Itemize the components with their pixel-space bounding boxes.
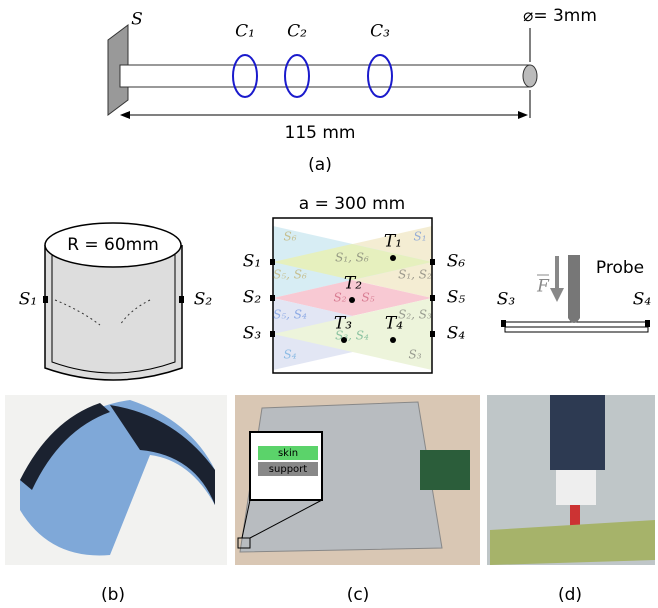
force-arrow-head	[550, 288, 564, 302]
caption: (d)	[558, 585, 582, 605]
taxel-dot	[390, 337, 396, 343]
sensor	[645, 320, 650, 327]
region-label: S₁	[413, 230, 426, 244]
region-label: S₁, S₂	[398, 268, 432, 282]
robot-photo	[550, 395, 605, 470]
sensor	[270, 259, 275, 265]
coil-label: C₃	[370, 22, 390, 42]
plate	[505, 327, 648, 332]
sensor	[270, 331, 275, 337]
rod	[120, 65, 530, 87]
taxel-dot	[349, 297, 355, 303]
probe	[568, 255, 580, 323]
region-label: S₅	[361, 291, 374, 305]
taxel-dot	[341, 337, 347, 343]
inset-label: skin	[278, 448, 298, 459]
taxel-dot	[390, 255, 396, 261]
figure: S C₁ C₂ C₃ ⌀= 3mm 115 mm (a) R = 60mm S₁…	[0, 0, 658, 608]
sensor	[43, 296, 48, 303]
plate	[505, 322, 648, 327]
rod-end	[523, 65, 537, 87]
taxel-label: T₄	[385, 314, 403, 334]
region-label: S₂, S₃	[398, 308, 432, 322]
caption: (c)	[347, 585, 370, 605]
sensor-label: S₁	[19, 290, 37, 310]
caption: (a)	[308, 155, 332, 175]
arrow-head	[518, 111, 528, 119]
sensor-label: S₂	[243, 288, 262, 308]
region-label: S₁, S₆	[335, 251, 369, 265]
caption: (b)	[101, 585, 125, 605]
sensor-label: S₃	[497, 290, 516, 310]
region-label: S₄	[283, 348, 296, 362]
sensor	[270, 295, 275, 301]
electronics-photo	[420, 450, 470, 490]
taxel-label: T₃	[334, 314, 352, 334]
sensor-label: S₄	[633, 290, 652, 310]
sensor	[501, 320, 506, 327]
region-label: S₆	[283, 230, 296, 244]
region-label: S₅, S₆	[273, 268, 307, 282]
width-label: a = 300 mm	[299, 194, 405, 214]
length-label: 115 mm	[285, 123, 356, 143]
sensor	[179, 296, 184, 303]
sensor-label: S₃	[243, 324, 262, 344]
sensor-label: S₆	[447, 252, 466, 272]
inset-label: support	[269, 464, 307, 475]
tool-photo	[556, 470, 596, 505]
probe-label: Probe	[596, 258, 644, 278]
radius-label: R = 60mm	[67, 235, 159, 255]
taxel-label: T₁	[384, 232, 402, 252]
diameter-label: ⌀= 3mm	[523, 6, 597, 26]
sensor	[430, 295, 435, 301]
region-label: S₅, S₄	[273, 308, 307, 322]
sensor	[430, 259, 435, 265]
force-label: F	[536, 277, 550, 297]
sensor	[430, 331, 435, 337]
sensor-label: S₅	[447, 288, 466, 308]
sensor-label: S₄	[447, 324, 466, 344]
coil-label: C₁	[235, 22, 255, 42]
arrow-head	[120, 111, 130, 119]
source-label: S	[131, 10, 143, 30]
region-label: S₃	[408, 348, 421, 362]
coil-label: C₂	[287, 22, 307, 42]
taxel-label: T₂	[344, 274, 362, 294]
sensor-label: S₁	[243, 252, 261, 272]
sensor-label: S₂	[194, 290, 213, 310]
